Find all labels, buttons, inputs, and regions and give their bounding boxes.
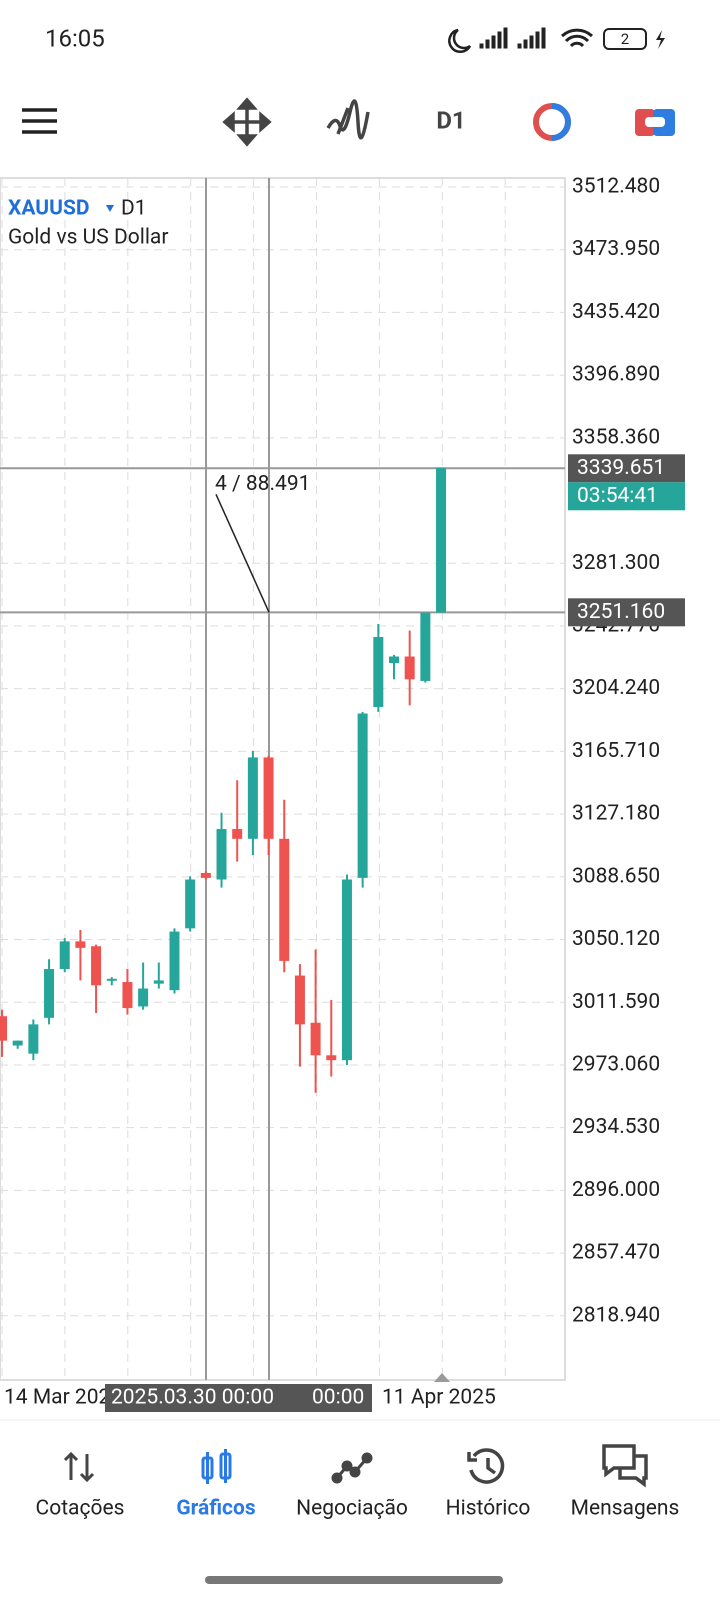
y-tick-label: 2934.530	[572, 1115, 660, 1139]
trade-button[interactable]	[635, 109, 675, 136]
crosshair-price-box	[568, 598, 685, 627]
tab-label[interactable]: Negociação	[296, 1497, 408, 1521]
countdown-label: 03:54:41	[577, 484, 658, 508]
y-tick-label: 3358.360	[572, 425, 660, 449]
y-tick-label: 3127.180	[572, 802, 660, 826]
x-tick-label: 14 Mar 2025	[4, 1386, 122, 1410]
status-time: 16:05	[45, 24, 105, 52]
candle-body	[153, 980, 164, 984]
toolbar: D1	[22, 97, 675, 147]
current-price-box	[568, 454, 685, 483]
candle-body	[404, 656, 415, 680]
tab-label[interactable]: Histórico	[446, 1497, 531, 1521]
chart-period: D1	[121, 197, 147, 221]
bottom-nav	[0, 1419, 720, 1488]
y-tick-label: 3473.950	[572, 237, 660, 261]
candle-body	[216, 829, 227, 880]
y-tick-label: 3435.420	[572, 300, 660, 324]
candle-body	[59, 941, 70, 970]
candle-body	[341, 879, 352, 1061]
y-tick-label: 3050.120	[572, 927, 660, 951]
candle-body	[310, 1022, 321, 1056]
candle-body	[200, 872, 211, 878]
crosshair-price-label: 3251.160	[577, 600, 665, 624]
y-tick-label: 3512.480	[572, 175, 660, 199]
countdown-box	[568, 482, 685, 511]
measure-line	[215, 493, 270, 613]
tab-label[interactable]: Mensagens	[571, 1497, 680, 1521]
y-tick-label: 3396.890	[572, 363, 660, 387]
candle-body	[294, 975, 305, 1025]
y-tick-label: 3165.710	[572, 739, 660, 763]
candle-body	[263, 757, 274, 839]
candle-body	[326, 1055, 337, 1061]
chart-area[interactable]: 3512.480 3473.950 3435.420 3396.890 3358.360…	[0, 175, 685, 1412]
y-tick-label: 2973.060	[572, 1053, 660, 1077]
x-tick-label: 11 Apr 2025	[382, 1386, 496, 1410]
candle-body	[169, 931, 180, 991]
status-icons	[448, 27, 665, 53]
candle-body	[232, 829, 243, 839]
candle-body	[185, 879, 196, 929]
move-button[interactable]	[222, 97, 272, 147]
candle-body	[389, 656, 399, 664]
symbol[interactable]: XAUUSD	[8, 197, 90, 221]
scroll-marker	[434, 1373, 450, 1382]
candle-body	[122, 982, 133, 1009]
battery-level: 2	[621, 30, 629, 48]
plot-border	[0, 177, 566, 1381]
y-tick-label: 3204.240	[572, 676, 660, 700]
candle-body	[106, 978, 117, 981]
candle-body	[0, 1016, 7, 1041]
candle-body	[420, 612, 431, 681]
candle-body	[91, 946, 102, 986]
y-tick-label: 3088.650	[572, 864, 660, 888]
candle-body	[28, 1024, 39, 1054]
charts-icon	[201, 1449, 232, 1484]
y-tick-label: 3281.300	[572, 551, 660, 575]
candle-body	[247, 757, 258, 839]
candle-body	[357, 713, 368, 878]
indicators-button[interactable]	[326, 99, 370, 140]
crosshair-time-label: 2025.03.30 00:00	[111, 1386, 274, 1410]
tab-label[interactable]: Cotações	[36, 1497, 125, 1521]
menu-button[interactable]	[22, 108, 57, 134]
quotes-icon	[63, 1451, 95, 1483]
candle-body	[436, 467, 447, 613]
y-tick-label: 2857.470	[572, 1241, 660, 1265]
messages-icon	[602, 1444, 648, 1488]
symbol-description: Gold vs US Dollar	[8, 226, 168, 250]
y-tick-label: 2896.000	[572, 1178, 660, 1202]
one-click-button[interactable]	[533, 103, 571, 141]
candle-body	[373, 636, 384, 707]
crosshair-time-box2	[300, 1384, 372, 1412]
period-button[interactable]: D1	[436, 106, 465, 134]
candle-body	[75, 941, 86, 948]
candle-body	[44, 969, 55, 1018]
home-indicator	[205, 1576, 503, 1584]
current-price-label: 3339.651	[577, 456, 665, 480]
trade-icon	[331, 1452, 373, 1484]
y-tick-label: 2818.940	[572, 1303, 660, 1327]
y-tick-label: 3011.590	[572, 990, 660, 1014]
history-icon	[467, 1448, 505, 1484]
candle-body	[279, 838, 290, 961]
candle-body	[12, 1040, 23, 1046]
crosshair-time-label2: 00:00	[312, 1386, 364, 1410]
crosshair-time-box	[105, 1384, 308, 1412]
candle-body	[138, 988, 149, 1007]
tab-label[interactable]: Gráficos	[176, 1497, 256, 1521]
symbol-dropdown[interactable]	[106, 205, 114, 212]
measure-label: 4 / 88.491	[215, 472, 310, 496]
